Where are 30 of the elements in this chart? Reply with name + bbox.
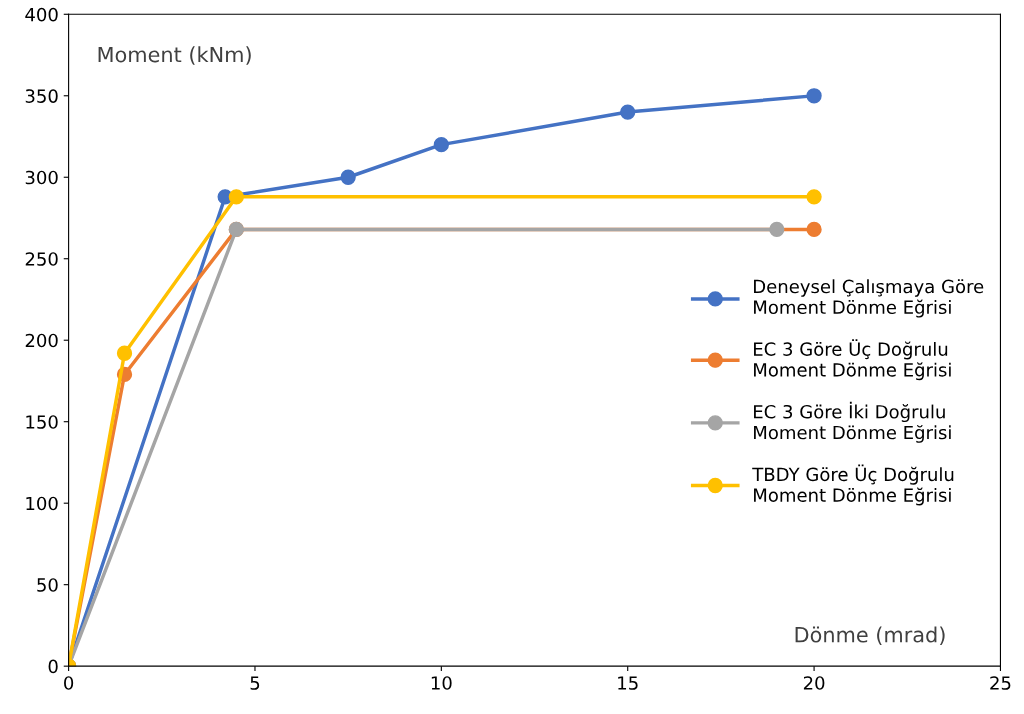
- y-tick-label: 300: [25, 170, 58, 185]
- y-tick-label: 200: [25, 333, 58, 348]
- y-tick-label: 250: [25, 252, 58, 266]
- point: [433, 137, 449, 153]
- y-tick-label: 0: [48, 659, 58, 674]
- point: [116, 345, 133, 361]
- y-axis-title: Moment (kNm): [98, 46, 251, 65]
- y-tick-label: 50: [37, 578, 58, 592]
- legend-label: Deneysel Çalışmaya Göre Moment Dönme Eğrisi: [754, 279, 984, 318]
- y-tick-label: 350: [25, 89, 58, 103]
- legend-label: TBDY Göre Üç Doğrulu Moment Dönme Eğrisi: [752, 464, 954, 506]
- y-tick-label: 150: [26, 415, 58, 429]
- point: [228, 189, 244, 205]
- x-tick-label: 5: [250, 676, 260, 690]
- x-axis-title: Dönme (mrad): [795, 626, 945, 646]
- point: [769, 221, 785, 238]
- point: [806, 189, 822, 205]
- legend-label: EC 3 Göre İki Doğrulu Moment Dönme Eğrisi: [754, 401, 951, 443]
- x-tick-label: 0: [64, 676, 74, 690]
- point: [620, 104, 636, 120]
- point: [806, 88, 822, 104]
- x-tick-label: 15: [618, 676, 638, 690]
- point: [806, 221, 822, 238]
- x-tick-label: 25: [990, 676, 1011, 690]
- point: [340, 169, 356, 185]
- legend-label: EC 3 Göre Üç Doğrulu Moment Dönme Eğrisi: [754, 339, 951, 381]
- y-tick-label: 100: [26, 496, 58, 511]
- x-tick-label: 20: [803, 676, 825, 690]
- x-tick-label: 10: [431, 676, 452, 690]
- y-tick-label: 400: [25, 7, 58, 22]
